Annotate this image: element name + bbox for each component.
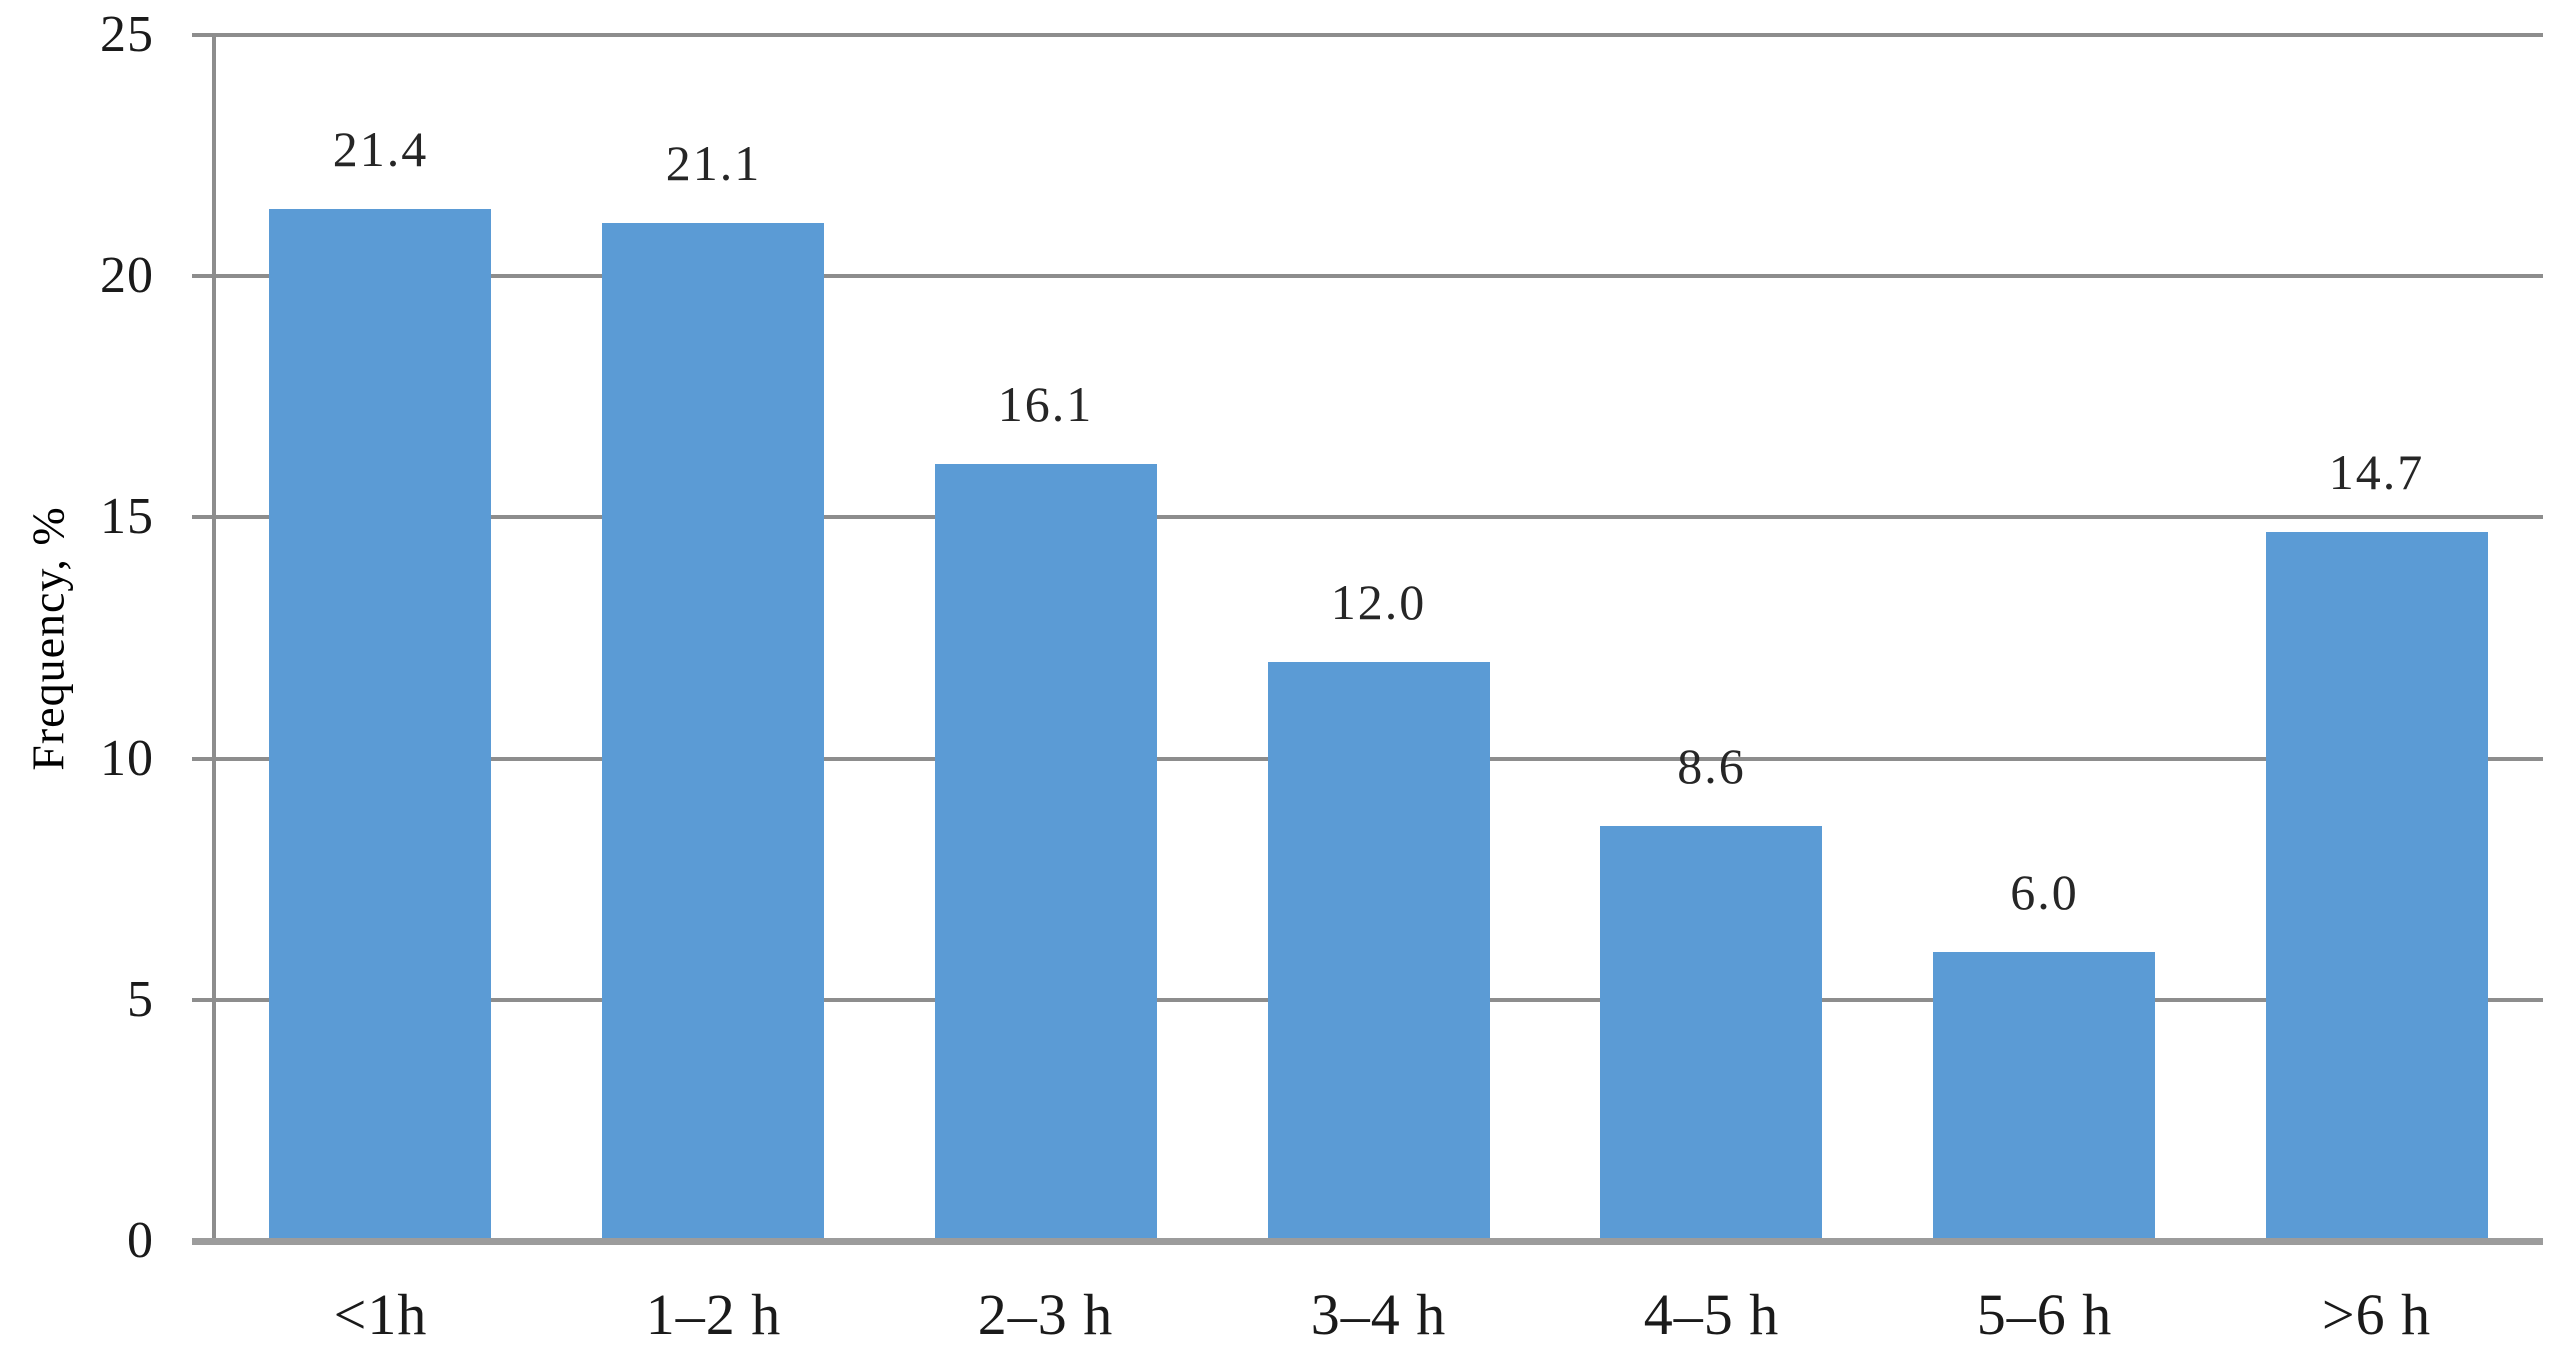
x-tick-label-1: <1h [333, 1282, 428, 1347]
y-tick-mark-15 [192, 515, 214, 520]
value-label-6: 6.0 [2010, 864, 2079, 920]
y-tick-label-25: 25 [100, 6, 154, 63]
value-label-3: 16.1 [997, 376, 1094, 432]
bar-5 [1600, 826, 1822, 1241]
y-tick-label-10: 10 [100, 729, 154, 787]
y-tick-mark-10 [192, 756, 214, 761]
x-tick-label-3: 2–3 h [977, 1282, 1114, 1347]
bar-4 [1268, 662, 1490, 1241]
x-tick-label-7: >6 h [2321, 1282, 2432, 1347]
gridline-15 [214, 515, 2543, 520]
x-tick-label-5: 4–5 h [1643, 1282, 1780, 1347]
y-tick-label-0: 0 [127, 1212, 154, 1269]
y-tick-label-15: 15 [100, 488, 154, 546]
x-tick-label-2: 1–2 h [645, 1282, 782, 1347]
y-tick-label-5: 5 [127, 970, 154, 1028]
bar-3 [935, 464, 1157, 1241]
y-tick-mark-20 [192, 274, 214, 279]
bar-1 [269, 209, 491, 1241]
gridline-20 [214, 274, 2543, 279]
y-tick-mark-5 [192, 997, 214, 1002]
y-axis-title-box: Frequency, % [6, 35, 90, 1241]
y-tick-mark-25 [192, 33, 214, 37]
value-label-4: 12.0 [1330, 574, 1427, 630]
y-tick-label-20: 20 [100, 247, 154, 305]
y-axis-line [212, 35, 216, 1245]
x-tick-label-4: 3–4 h [1310, 1282, 1447, 1347]
x-tick-label-6: 5–6 h [1976, 1282, 2113, 1347]
value-label-1: 21.4 [332, 121, 429, 177]
value-label-7: 14.7 [2328, 444, 2425, 500]
x-axis-line [192, 1238, 2543, 1245]
bar-6 [1933, 952, 2155, 1241]
value-label-2: 21.1 [665, 135, 762, 191]
bar-2 [602, 223, 824, 1241]
bar-7 [2266, 532, 2488, 1241]
value-label-5: 8.6 [1677, 738, 1746, 794]
gridline-25 [214, 33, 2543, 37]
